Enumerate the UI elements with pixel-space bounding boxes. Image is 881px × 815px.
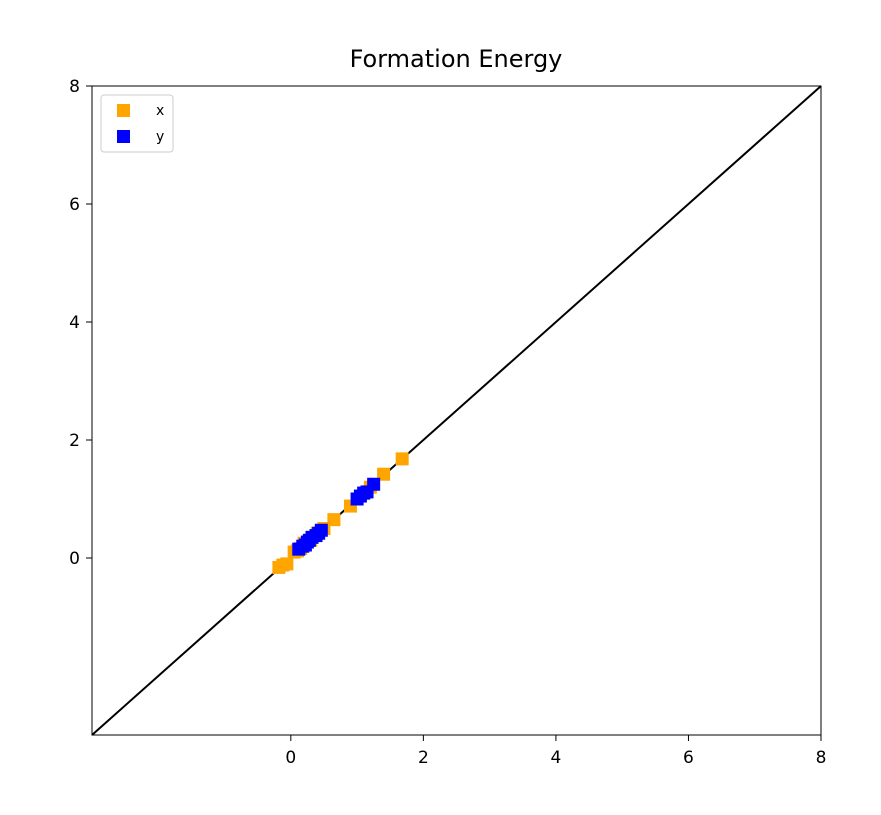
x-tick-label: 6: [683, 748, 694, 768]
y-tick-label: 4: [69, 313, 80, 333]
reference-line: [91, 85, 822, 736]
y-tick-label: 6: [69, 195, 80, 215]
y-tick-label: 0: [69, 549, 80, 569]
plot-area: [91, 85, 822, 736]
y-tick-label: 8: [69, 77, 80, 97]
x-tick-label: 0: [285, 748, 296, 768]
data-point-x: [327, 513, 341, 527]
data-point-y: [314, 523, 328, 537]
legend: xy: [100, 94, 174, 153]
chart-title: Formation Energy: [350, 45, 563, 73]
data-point-x: [280, 557, 294, 571]
x-axis: 0 2 4 6 8: [285, 735, 826, 768]
y-axis: 0 2 4 6 8: [69, 77, 92, 569]
y-tick-label: 2: [69, 431, 80, 451]
legend-marker-x: [117, 104, 130, 117]
legend-marker-y: [117, 130, 130, 143]
x-tick-label: 4: [550, 748, 561, 768]
data-point-x: [377, 467, 391, 481]
legend-label-y: y: [156, 129, 164, 145]
data-point-x: [395, 452, 409, 466]
x-tick-label: 8: [816, 748, 827, 768]
data-point-y: [367, 477, 381, 491]
x-tick-label: 2: [418, 748, 429, 768]
legend-label-x: x: [156, 103, 164, 119]
plot-frame: [91, 85, 822, 736]
